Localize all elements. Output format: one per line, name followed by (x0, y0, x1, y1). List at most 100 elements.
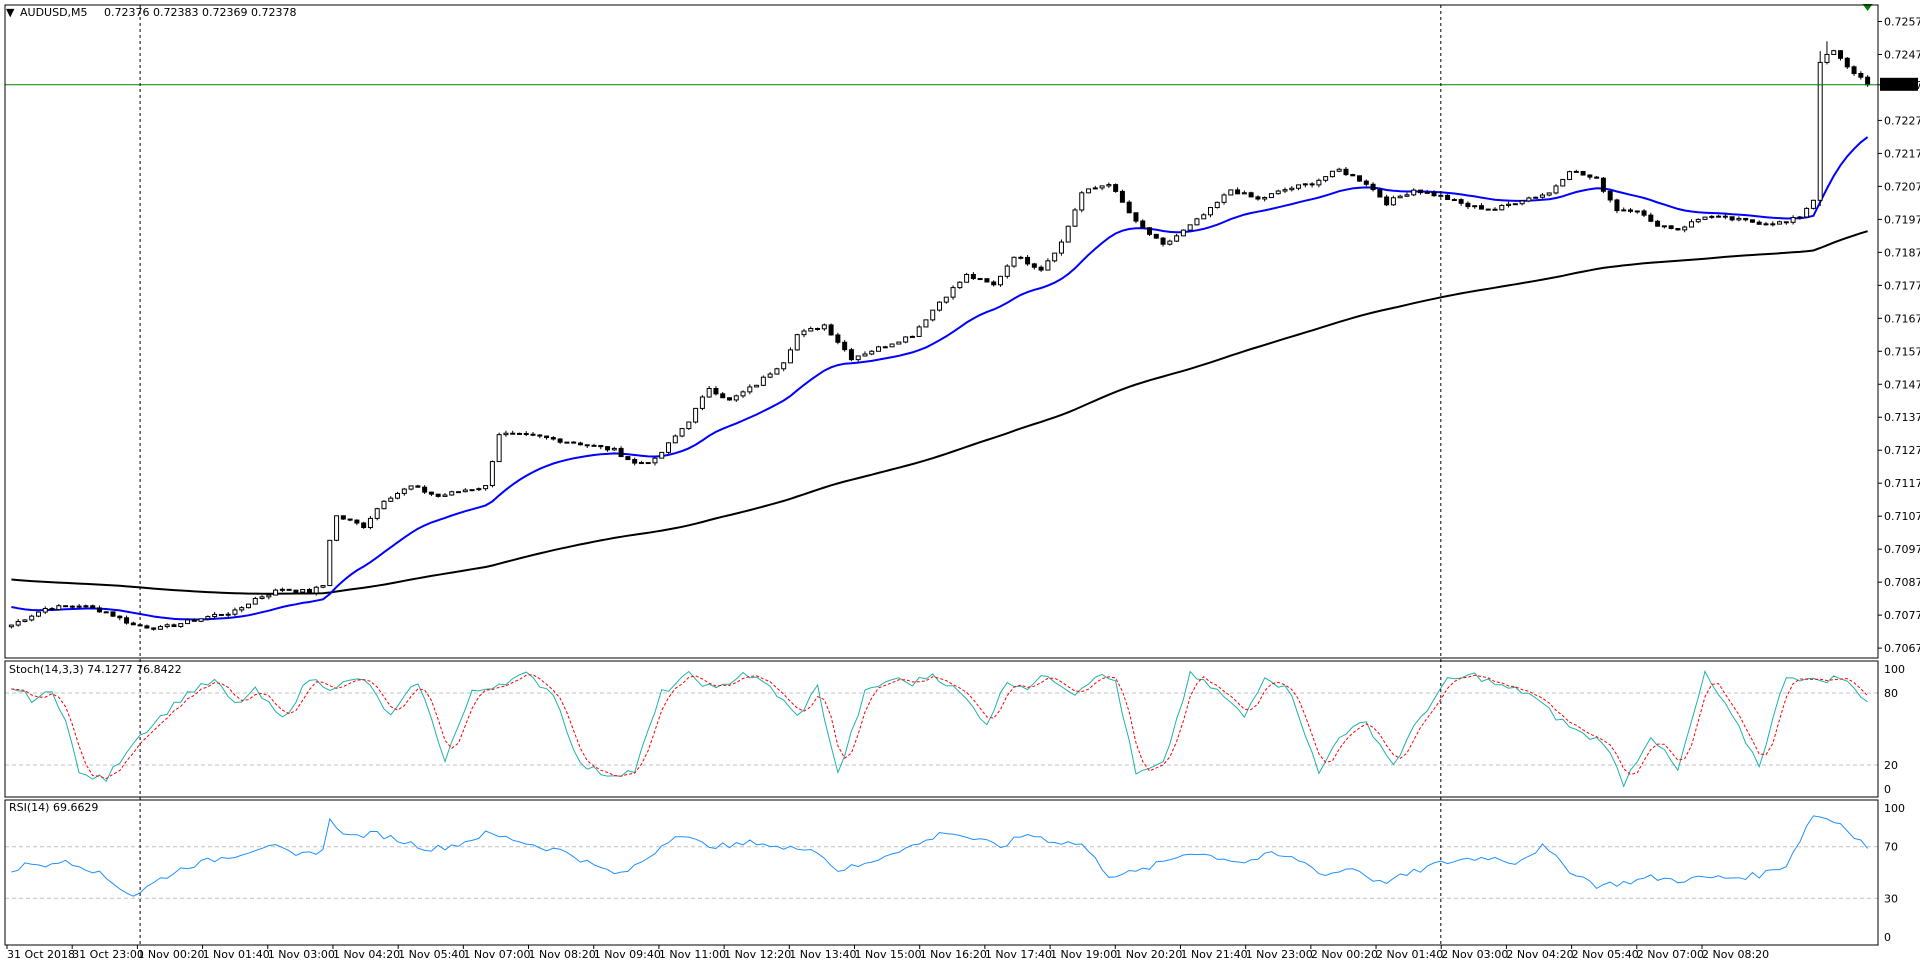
candle-body (225, 613, 231, 616)
candle-body (83, 605, 89, 608)
symbol-dropdown-icon[interactable]: ▼ (6, 6, 15, 19)
candle-body (970, 273, 976, 280)
candle-body (205, 616, 211, 620)
candle-body (950, 287, 956, 298)
candle-body (1573, 170, 1579, 173)
candle-body (1512, 203, 1518, 206)
candle-body (821, 324, 827, 330)
time-tick-label: 1 Nov 13:40 (789, 948, 856, 961)
candle-body (1431, 191, 1437, 197)
candle-body (1384, 196, 1390, 206)
candle-body (1390, 197, 1396, 206)
candle-body (1858, 72, 1864, 78)
candle-body (110, 611, 116, 617)
candle-body (320, 585, 326, 588)
candle-body (1160, 237, 1166, 245)
candle-body (130, 622, 136, 626)
candle-body (1363, 180, 1369, 185)
candle-body (1763, 223, 1769, 226)
candle-body (1621, 209, 1627, 212)
candle-body (1370, 183, 1376, 191)
candle-body (699, 396, 705, 409)
candle-body (1817, 61, 1823, 201)
candle-body (232, 609, 238, 615)
candle-body (611, 447, 617, 451)
candle-body (259, 596, 265, 599)
candle-body (835, 334, 841, 343)
candle-body (1262, 197, 1268, 200)
candle-body (1485, 208, 1491, 211)
time-tick-label: 1 Nov 07:00 (463, 948, 530, 961)
labels: ▼ AUDUSD,M5 0.72376 0.72383 0.72369 0.72… (6, 6, 296, 814)
candle-body (1235, 189, 1241, 195)
bid-price-box (1880, 77, 1918, 91)
candle-body (171, 624, 177, 628)
candle-body (591, 444, 597, 447)
candle-body (1302, 183, 1308, 186)
candle-body (313, 586, 319, 594)
candle-body (8, 624, 14, 628)
candle-body (151, 627, 157, 630)
candle-body (1729, 216, 1735, 221)
candle-body (1736, 217, 1742, 221)
candle-body (1072, 209, 1078, 227)
price-pane (5, 4, 1878, 631)
candle-body (1424, 191, 1430, 194)
candle-body (1357, 175, 1363, 182)
candle-body (740, 391, 746, 397)
candle-body (422, 486, 428, 493)
rsi-axis-label: 70 (1884, 841, 1898, 854)
candle-body (1716, 215, 1722, 218)
candle-body (1004, 265, 1010, 277)
candle-body (760, 376, 766, 386)
candle-body (666, 442, 672, 453)
rsi-axis-label: 100 (1884, 802, 1905, 815)
candle-body (1417, 189, 1423, 194)
rsi-label: RSI(14) 69.6629 (9, 801, 98, 814)
candle-body (144, 625, 150, 629)
candle-body (1641, 210, 1647, 216)
candle-body (1316, 179, 1322, 186)
candle-body (395, 492, 401, 499)
candle-body (977, 278, 983, 281)
candle-body (462, 489, 468, 493)
candle-body (767, 373, 773, 378)
time-tick-label: 2 Nov 01:40 (1376, 948, 1443, 961)
candle-body (1709, 215, 1715, 218)
candle-body (239, 607, 245, 611)
stoch-axis-label: 20 (1884, 759, 1898, 772)
candle-body (35, 611, 41, 617)
candle-body (157, 626, 163, 630)
candle-body (706, 387, 712, 398)
candle-body (1600, 177, 1606, 192)
candle-body (1865, 76, 1871, 86)
time-tick-label: 1 Nov 16:20 (920, 948, 987, 961)
candle-body (1079, 192, 1085, 211)
candle-body (1749, 219, 1755, 223)
candle-body (1851, 66, 1857, 74)
candle-body (1560, 178, 1566, 187)
candle-body (496, 434, 502, 463)
candle-body (801, 330, 807, 336)
candle-body (787, 349, 793, 364)
candle-body (266, 594, 272, 598)
candle-body (1289, 187, 1295, 191)
candle-body (63, 605, 69, 608)
candle-body (367, 517, 373, 529)
candle-body (15, 620, 21, 626)
candle-body (598, 445, 604, 448)
candle-body (415, 485, 421, 488)
candle-body (1058, 241, 1064, 254)
candle-body (1275, 190, 1281, 195)
candle-body (605, 446, 611, 451)
candle-body (618, 447, 624, 458)
